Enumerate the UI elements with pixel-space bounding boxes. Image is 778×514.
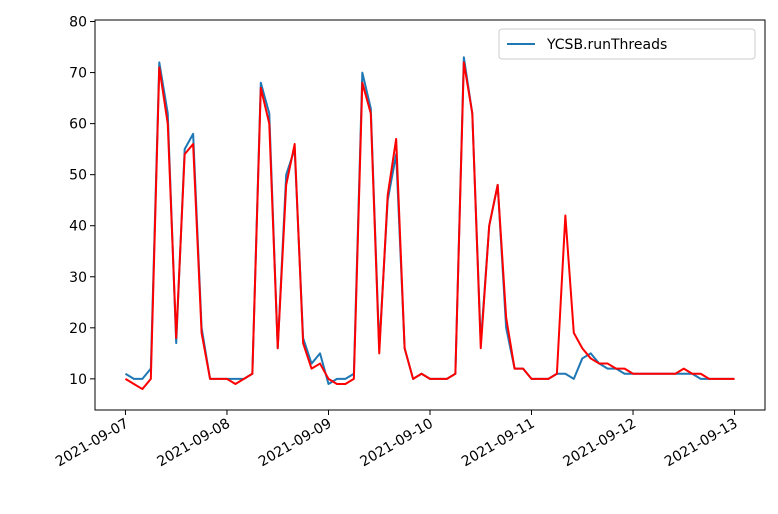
y-tick-label: 40: [69, 219, 87, 235]
x-tick-label: 2021-09-07: [53, 416, 131, 471]
y-tick-label: 70: [69, 66, 87, 82]
y-tick-label: 80: [69, 15, 87, 31]
line: [124, 61, 735, 391]
legend-label: YCSB.runThreads: [546, 37, 667, 53]
x-tick-label: 2021-09-08: [154, 416, 232, 471]
y-tick-label: 20: [69, 321, 87, 337]
x-tick-label: 2021-09-09: [256, 416, 334, 471]
legend: YCSB.runThreads: [498, 28, 756, 60]
y-tick-label: 30: [69, 270, 87, 286]
y-tick-label: 60: [69, 117, 87, 133]
y-tick-label: 10: [69, 372, 87, 388]
x-tick-label: 2021-09-12: [561, 416, 639, 471]
legend-box: [498, 28, 756, 60]
x-tick-label: 2021-09-13: [662, 416, 740, 471]
x-tick-label: 2021-09-10: [358, 416, 436, 471]
line: [124, 56, 735, 385]
x-tick-label: 2021-09-11: [459, 416, 537, 471]
y-tick-label: 50: [69, 168, 87, 184]
